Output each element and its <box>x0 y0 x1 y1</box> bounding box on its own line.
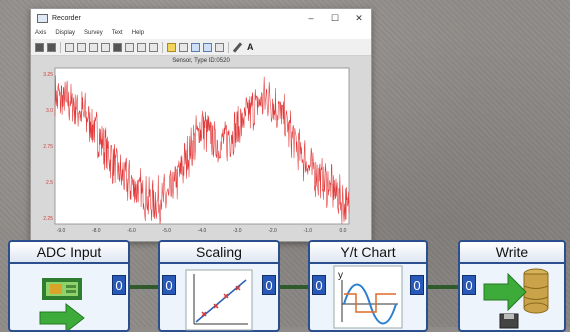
layout-icon[interactable] <box>47 42 56 52</box>
connection-line <box>428 285 458 289</box>
y-tick-label: 3.0 <box>46 108 53 114</box>
block-title: ADC Input <box>10 242 128 264</box>
adc-input-icon <box>39 278 85 330</box>
y-tick-label: 2.5 <box>46 180 53 186</box>
grid-icon[interactable] <box>35 42 44 52</box>
scaling-graph-icon <box>185 269 253 331</box>
input-port[interactable]: 0 <box>312 275 326 295</box>
connection-line <box>130 285 158 289</box>
minimize-button[interactable]: – <box>308 13 314 23</box>
menu-help[interactable]: Help <box>131 30 145 36</box>
app-icon <box>37 13 48 23</box>
yt-chart-icon: y <box>333 265 403 329</box>
window-title: Recorder <box>52 14 81 22</box>
print-icon[interactable] <box>125 42 134 52</box>
plot-title: Sensor, Type ID:0520 <box>172 58 230 64</box>
pen-icon[interactable] <box>233 43 242 52</box>
axis-icon[interactable] <box>149 42 158 52</box>
y-tick-label: 2.25 <box>43 216 53 222</box>
x-tick-label: -2.0 <box>268 228 277 234</box>
x-tick-label: 0.0 <box>340 228 347 234</box>
input-port[interactable]: 0 <box>462 275 476 295</box>
toolbar-separator <box>228 41 229 53</box>
menu-axis[interactable]: Axis <box>35 30 47 36</box>
output-port[interactable]: 0 <box>262 275 276 295</box>
y-tick-label: 3.25 <box>43 72 53 78</box>
zoom-in-icon[interactable] <box>65 42 74 52</box>
block-title: Y/t Chart <box>310 242 426 264</box>
window-icon[interactable] <box>191 42 200 52</box>
maximize-button[interactable]: ☐ <box>330 12 340 23</box>
marker-icon[interactable] <box>167 42 176 52</box>
x-tick-label: -1.0 <box>303 228 312 234</box>
block-title: Write <box>460 242 564 264</box>
recorder-window: Recorder – ☐ ✕ Axis Display Survey Text … <box>30 8 372 242</box>
x-tick-label: -9.0 <box>57 228 66 234</box>
signal-chart: 3.25 3.0 2.75 2.5 2.25 -9.0 -8.0 -6.0 -5.0 -4.0 -3… <box>43 67 350 234</box>
connection-line <box>280 285 308 289</box>
yt-chart-block[interactable]: Y/t Chart 0 y 0 <box>308 240 428 332</box>
cursor-icon[interactable] <box>179 42 188 52</box>
plot-frame <box>54 67 350 225</box>
output-port[interactable]: 0 <box>410 275 424 295</box>
x-tick-label: -4.0 <box>198 228 207 234</box>
svg-text:y: y <box>338 270 343 281</box>
menu-bar: Axis Display Survey Text Help <box>31 27 371 39</box>
output-port[interactable]: 0 <box>112 275 126 295</box>
toolbar: A <box>31 39 371 56</box>
x-tick-label: -5.0 <box>162 228 171 234</box>
title-bar[interactable]: Recorder – ☐ ✕ <box>31 9 371 27</box>
write-database-icon <box>483 268 549 329</box>
text-tool-icon[interactable]: A <box>247 42 254 52</box>
save-icon[interactable] <box>113 42 122 52</box>
arrow-icon[interactable] <box>101 42 110 52</box>
x-tick-label: -6.0 <box>127 228 136 234</box>
input-port[interactable]: 0 <box>162 275 176 295</box>
block-title: Scaling <box>160 242 278 264</box>
chart-icon[interactable] <box>137 42 146 52</box>
menu-text[interactable]: Text <box>111 30 123 36</box>
signal-line <box>54 75 350 225</box>
y-tick-label: 2.75 <box>43 144 53 150</box>
plot-area: 3.25 3.0 2.75 2.5 2.25 -9.0 -8.0 -6.0 -5.0 -4.0 -3… <box>31 56 371 241</box>
split-icon[interactable] <box>203 42 212 52</box>
adc-input-block[interactable]: ADC Input 0 <box>8 240 130 332</box>
x-tick-label: -3.0 <box>233 228 242 234</box>
menu-survey[interactable]: Survey <box>84 30 103 36</box>
menu-display[interactable]: Display <box>55 30 76 36</box>
scaling-block[interactable]: Scaling 0 0 <box>158 240 280 332</box>
scale-icon[interactable] <box>215 42 224 52</box>
toolbar-separator <box>60 41 61 53</box>
close-button[interactable]: ✕ <box>355 12 363 23</box>
x-tick-label: -8.0 <box>92 228 101 234</box>
zoom-fit-icon[interactable] <box>89 42 98 52</box>
zoom-out-icon[interactable] <box>77 42 86 52</box>
write-block[interactable]: Write 0 <box>458 240 566 332</box>
toolbar-separator <box>162 41 163 53</box>
